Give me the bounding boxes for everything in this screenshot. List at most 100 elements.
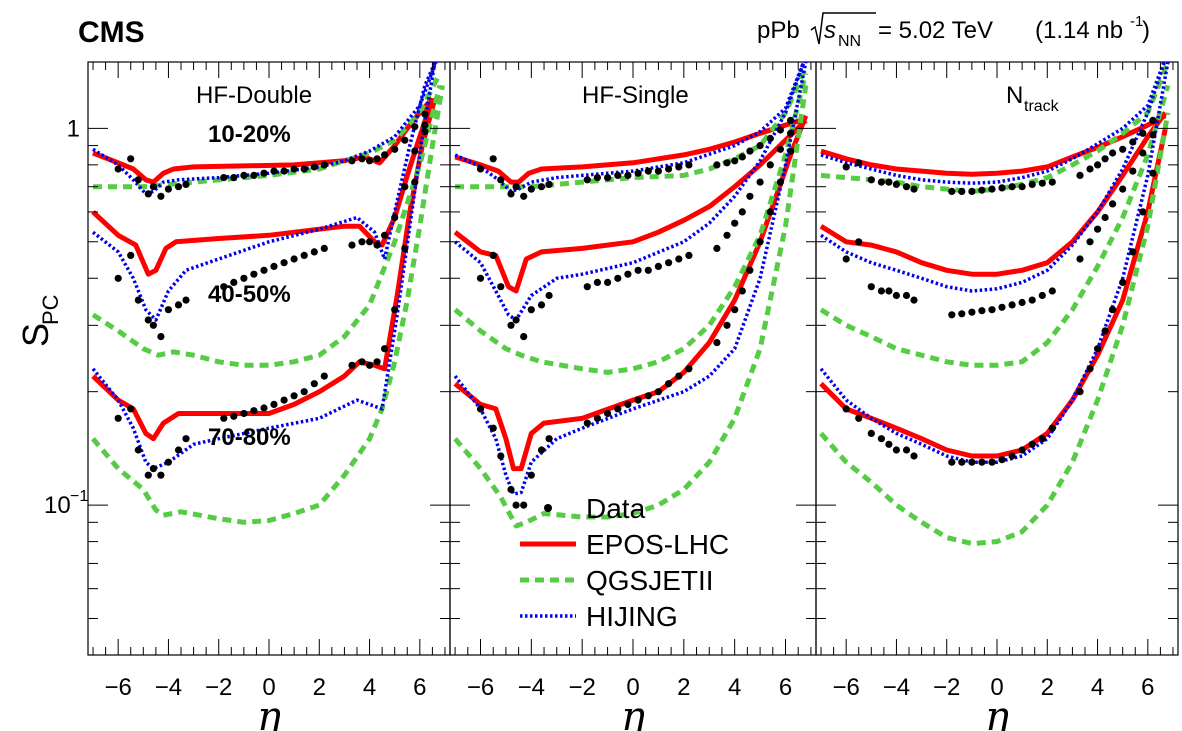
data-point [366,361,374,369]
data-point [738,153,746,161]
data-point [1076,388,1084,396]
x-tick-label: −2 [568,674,595,701]
data-point [373,155,381,163]
data-point [948,458,956,466]
data-point [948,311,956,319]
data-point [958,458,966,466]
data-point [391,145,399,153]
data-point [1018,183,1026,191]
data-point [776,126,785,134]
centrality-label: 70-80% [208,424,291,451]
data-point [270,400,278,408]
data-point [877,287,886,295]
series-epos-lhc-curve [453,118,808,294]
data-point [593,174,602,182]
data-point [144,316,152,324]
data-point [476,274,485,282]
data-point [512,501,520,509]
data-point [358,155,366,163]
data-point [157,192,165,200]
data-point [476,165,485,173]
data-point [738,287,746,295]
data-point [902,183,911,191]
data-point [520,333,528,341]
legend-label: HIJING [586,601,678,632]
data-point [1129,248,1137,256]
data-point [968,308,976,316]
x-tick-label: 2 [677,674,690,701]
y-tick-label-exponent: −1 [70,488,88,505]
data-point [746,147,754,155]
x-tick-label: −2 [205,674,232,701]
data-point [1048,424,1056,432]
data-point [766,134,774,143]
data-point [604,278,612,286]
data-point [723,159,731,167]
panel-title-subscript: track [1024,98,1060,115]
series-hijing-curve [819,62,1170,464]
data-point [300,251,308,259]
data-point [127,155,135,163]
data-point [1119,145,1127,153]
data-point [182,296,190,304]
data-point [260,169,268,177]
data-point [766,208,774,216]
sqrt-symbol [810,12,876,45]
data-point [280,259,288,267]
data-point [723,321,731,329]
data-point [756,178,764,186]
panel-title: HF-Double [196,82,312,109]
data-point [1086,365,1094,373]
data-point [174,301,183,309]
data-point [476,405,485,413]
data-point [358,358,366,366]
data-point [867,283,875,291]
series-qgsjetii-curve [453,85,809,529]
data-point [1139,129,1147,137]
series-hijing-curve [91,62,437,471]
data-point [713,161,721,169]
data-point [1139,208,1147,216]
data-point [1038,435,1046,443]
data-point [497,283,505,291]
data-point [127,251,135,259]
data-point [738,208,746,216]
data-point [489,424,497,432]
data-point [675,372,683,380]
data-point [1101,213,1109,222]
x-tick-label: 2 [313,674,326,701]
data-point [182,435,190,443]
data-point [512,316,520,324]
series-qgsjetii-curve [820,62,1171,194]
data-point [1008,301,1016,309]
data-point [1076,171,1084,179]
data-point [1028,440,1036,448]
data-point [320,244,328,252]
data-point [1018,446,1026,454]
series-hijing-curve [820,62,1166,185]
data-point [537,301,546,309]
data-point [391,306,399,314]
y-axis [816,127,1178,656]
data-point [998,456,1006,464]
data-point [1094,161,1102,169]
data-point [604,174,612,182]
data-point [320,372,328,380]
data-point [593,278,602,286]
data-point [988,185,996,193]
data-point [421,110,429,118]
data-point [855,238,863,246]
y-axis [450,127,816,656]
data-point [280,396,288,404]
data-point [1109,200,1117,208]
data-point [842,163,850,171]
data-point [411,178,419,186]
x-tick-label: −6 [104,674,131,701]
energy-subscript: NN [838,33,861,50]
series-epos-lhc-curve [820,113,1167,177]
data-point [1008,452,1016,460]
x-tick-label: 6 [1141,674,1154,701]
x-tick-label: 2 [1041,674,1054,701]
data-point [1086,238,1094,246]
